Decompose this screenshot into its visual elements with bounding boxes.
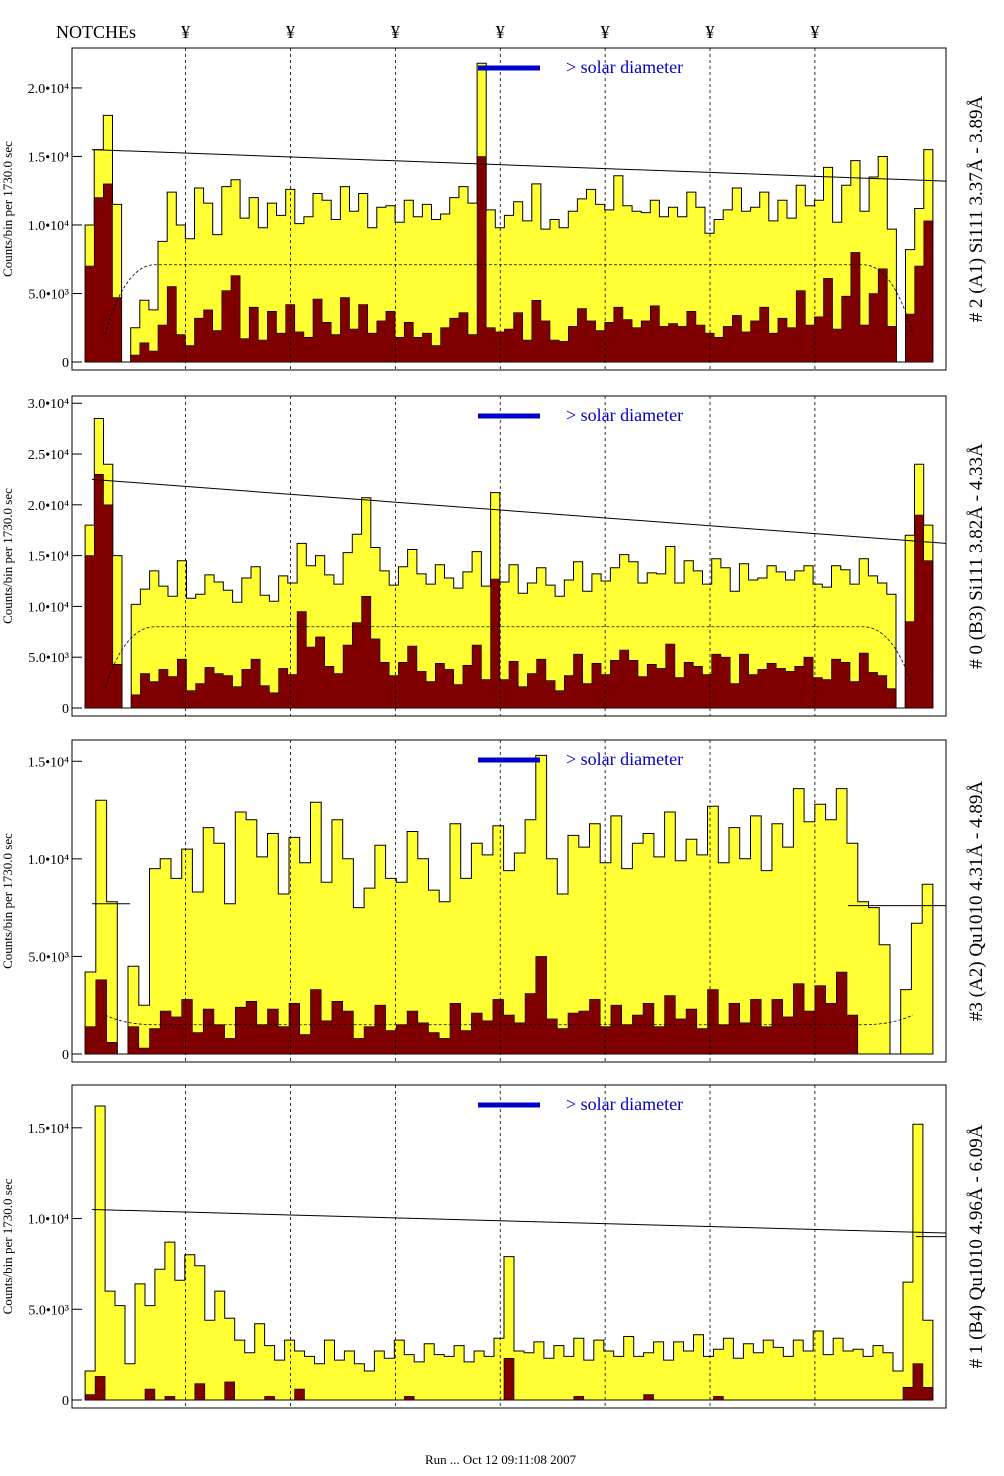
panel-label: # 0 (B3) Si111 3.82Å - 4.33Å [966, 443, 987, 669]
y-tick-label: 5.0•10³ [28, 950, 69, 965]
y-tick-label: 0 [62, 356, 69, 371]
notch-symbol: ¥ [391, 22, 400, 42]
y-tick-label: 5.0•10³ [28, 287, 69, 302]
panel-label: #3 (A2) Qu1010 4.31Å - 4.89Å [966, 781, 987, 1021]
solar-diameter-label: > solar diameter [566, 405, 683, 425]
y-axis-label: Counts/bin per 1730.0 sec [0, 488, 15, 624]
panel-3: 0 5.0•10³ 1.0•10⁴ 1.5•10⁴ Counts/bin per 173… [0, 1084, 987, 1409]
y-tick-label: 1.0•10⁴ [28, 1213, 69, 1228]
y-tick-label: 2.0•10⁴ [28, 499, 69, 514]
panel-2: 0 5.0•10³ 1.0•10⁴ 1.5•10⁴ Counts/bin per 173… [0, 739, 987, 1063]
histogram-total [84, 62, 934, 363]
dashed-level [104, 1014, 914, 1026]
y-axis-label: Counts/bin per 1730.0 sec [0, 833, 15, 969]
y-axis-label: Counts/bin per 1730.0 sec [0, 141, 15, 277]
panel-label: # 2 (A1) Si111 3.37Å - 3.89Å [966, 95, 987, 322]
y-tick-label: 1.5•10⁴ [28, 1122, 69, 1137]
trend-line [91, 149, 947, 182]
y-tick-label: 2.0•10⁴ [28, 82, 69, 97]
panel-label: # 1 (B4) Qu1010 4.96Å - 6.09Å [966, 1124, 987, 1368]
solar-diameter-label: > solar diameter [566, 1094, 683, 1114]
notch-symbol: ¥ [181, 22, 190, 42]
notches-label: NOTCHEs [56, 22, 136, 42]
trend-line [91, 1208, 947, 1234]
panel-1: 0 5.0•10³ 1.0•10⁴ 1.5•10⁴ 2.0•10⁴ 2.5•10⁴ 3.0•… [0, 395, 987, 717]
y-tick-label: 5.0•10³ [28, 651, 69, 666]
histogram-total [84, 754, 934, 1055]
plot-frame [71, 1084, 947, 1409]
notch-markers: ¥ ¥ ¥ ¥ ¥ ¥ ¥ [181, 22, 819, 42]
plot-frame [71, 739, 947, 1063]
trend-line [91, 478, 947, 544]
notch-symbol: ¥ [601, 22, 610, 42]
y-axis-label: Counts/bin per 1730.0 sec [0, 1178, 15, 1314]
notch-symbol: ¥ [810, 22, 819, 42]
y-tick-label: 1.0•10⁴ [28, 600, 69, 615]
y-tick-label: 1.0•10⁴ [28, 219, 69, 234]
y-tick-label: 1.5•10⁴ [28, 550, 69, 565]
y-tick-label: 1.5•10⁴ [28, 150, 69, 165]
y-tick-label: 2.5•10⁴ [28, 448, 69, 463]
histogram-dark [84, 156, 934, 363]
solar-diameter-label: > solar diameter [566, 749, 683, 769]
y-tick-label: 3.0•10⁴ [28, 397, 69, 412]
plot-frame [71, 47, 947, 371]
dashed-level [104, 626, 914, 688]
footer-run-text: Run ... Oct 12 09:11:08 2007 [425, 1452, 577, 1467]
histogram-dark [84, 474, 934, 709]
histogram-total [84, 1105, 934, 1401]
y-tick-label: 0 [62, 1394, 69, 1409]
panel-0: 0 5.0•10³ 1.0•10⁴ 1.5•10⁴ 2.0•10⁴ Counts/bin … [0, 47, 987, 371]
solar-diameter-label: > solar diameter [566, 57, 683, 77]
notch-symbol: ¥ [286, 22, 295, 42]
y-tick-label: 1.5•10⁴ [28, 755, 69, 770]
notch-symbol: ¥ [496, 22, 505, 42]
notch-symbol: ¥ [706, 22, 715, 42]
y-tick-label: 1.0•10⁴ [28, 853, 69, 868]
y-tick-label: 5.0•10³ [28, 1303, 69, 1318]
histogram-dark [84, 1358, 934, 1401]
plot-panels: 0 5.0•10³ 1.0•10⁴ 1.5•10⁴ 2.0•10⁴ Counts/bin … [0, 47, 987, 1409]
y-tick-label: 0 [62, 702, 69, 717]
dashed-level [104, 264, 914, 335]
y-tick-label: 0 [62, 1048, 69, 1063]
